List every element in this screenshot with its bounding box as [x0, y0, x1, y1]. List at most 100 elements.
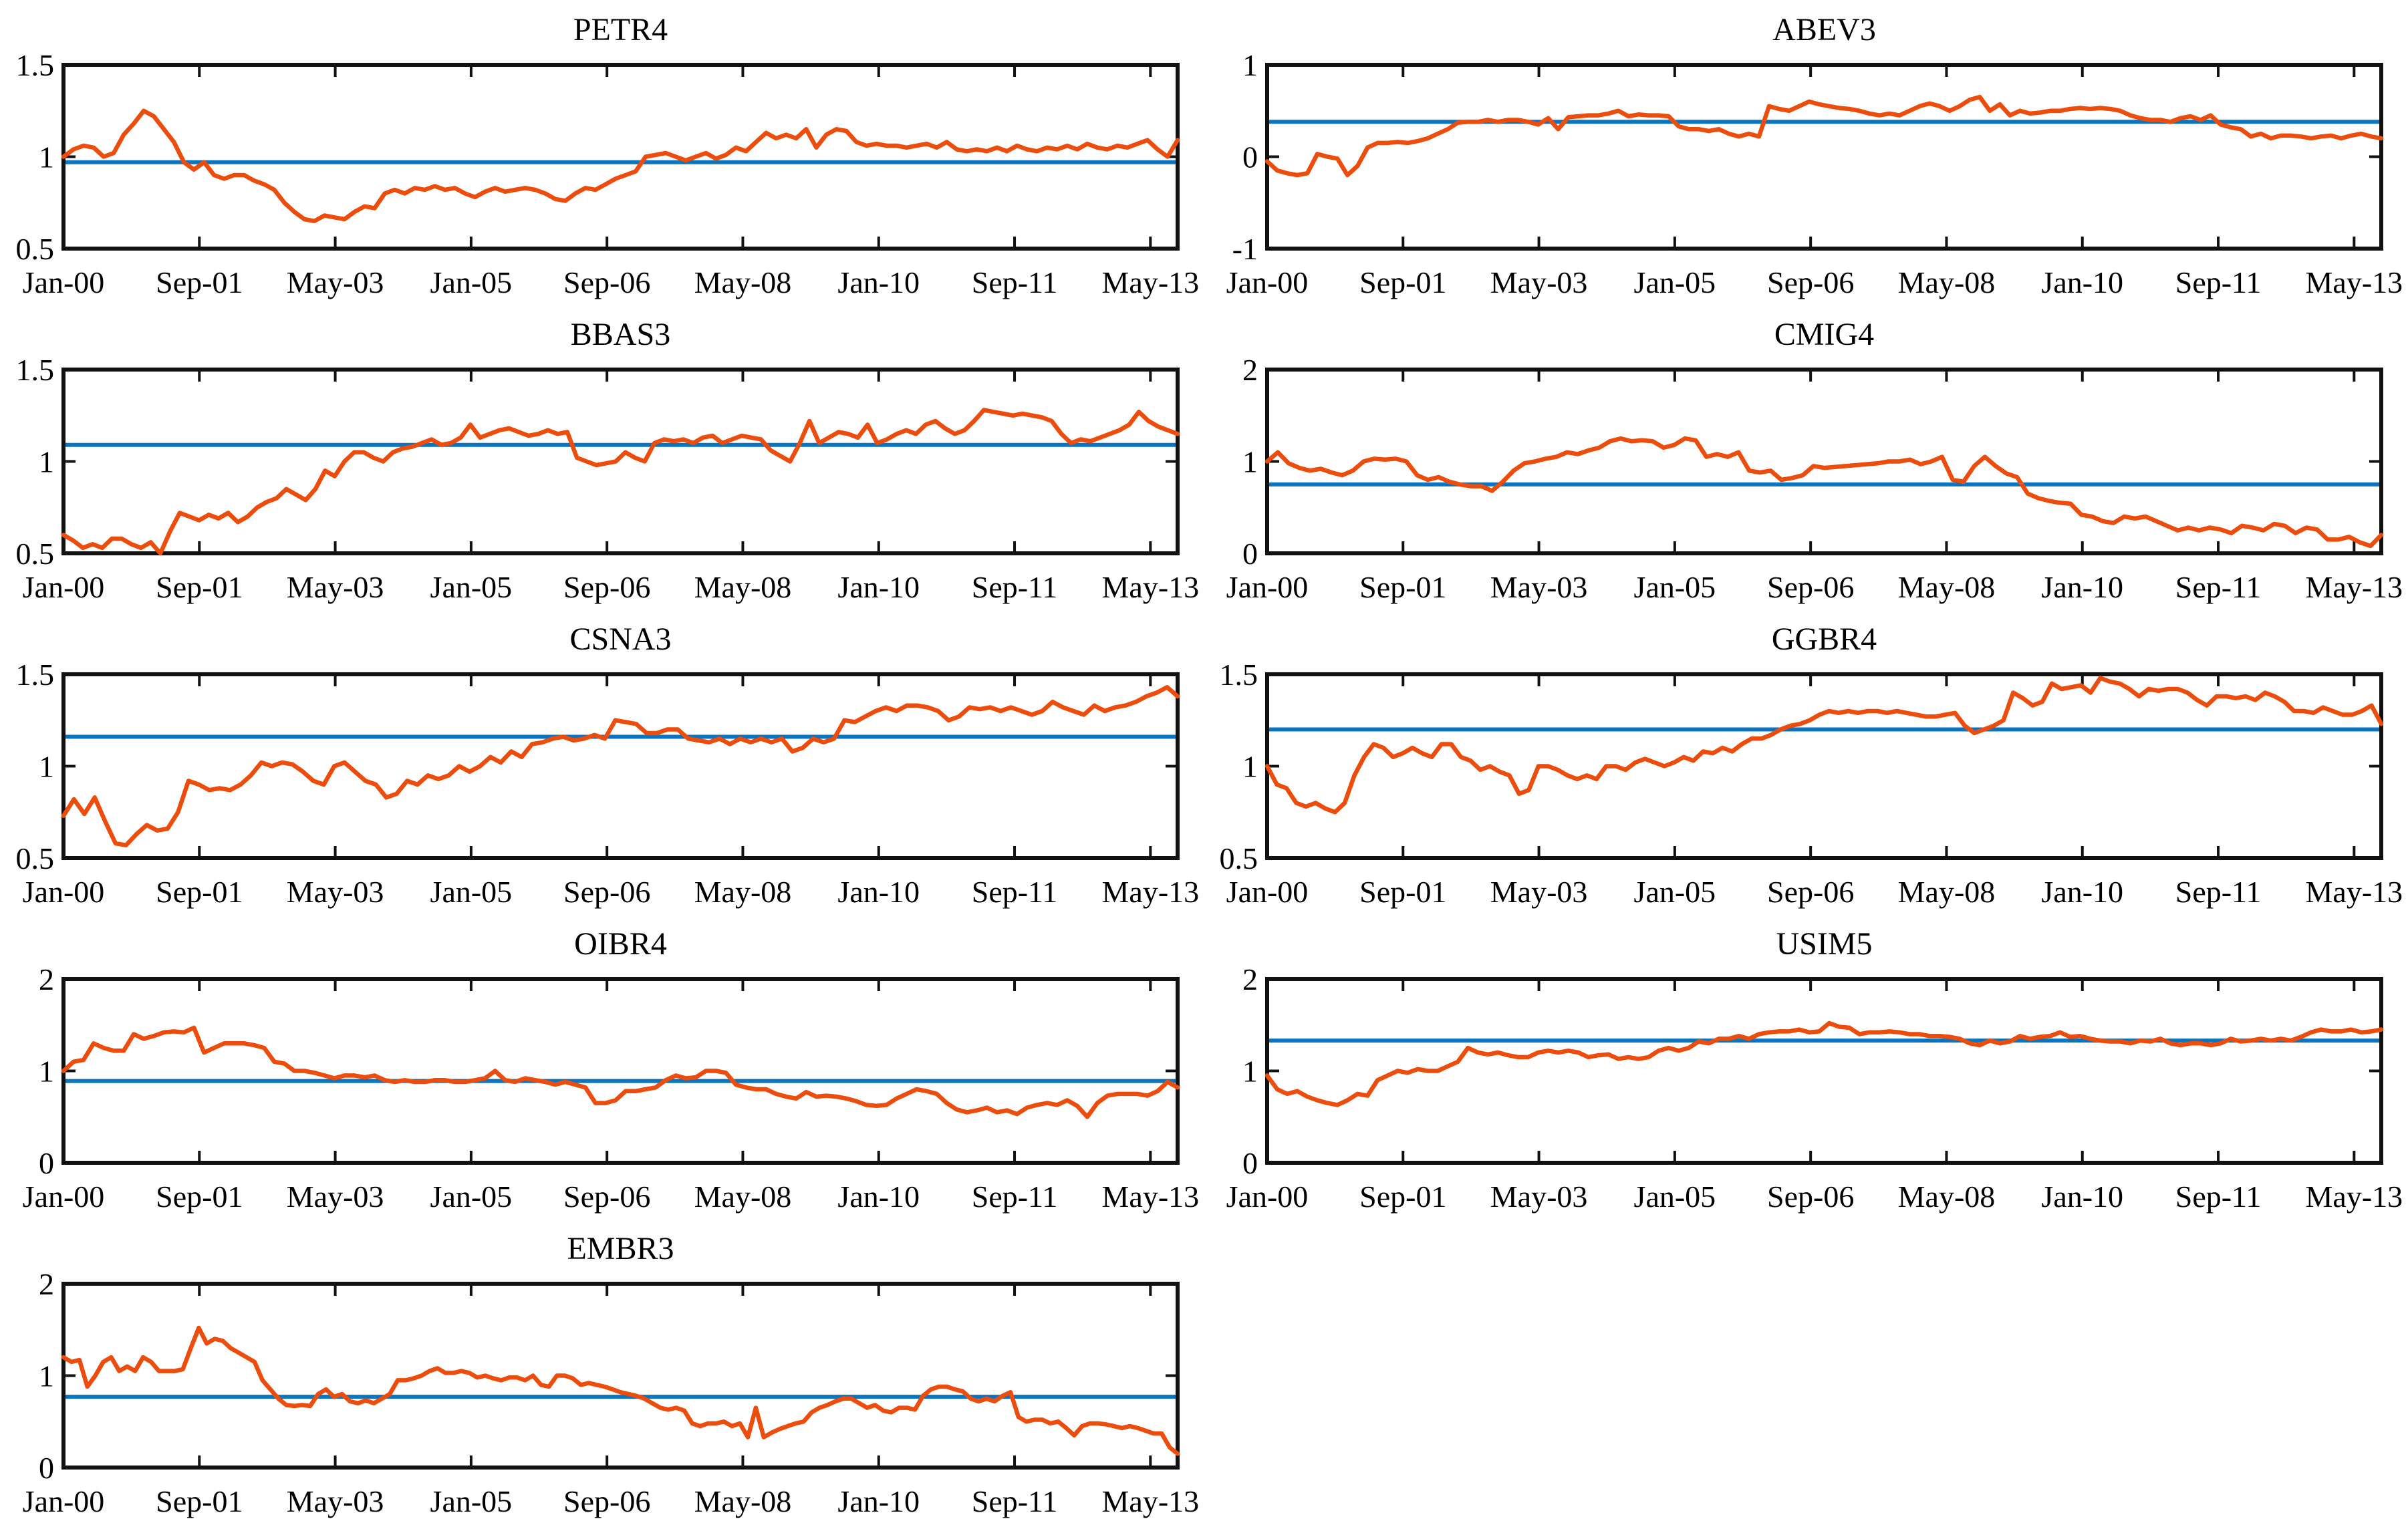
y-tick-label: 1: [39, 140, 54, 174]
y-tick-label: 2: [1242, 353, 1258, 387]
x-tick-label: Sep-06: [563, 570, 650, 604]
x-tick-label: Jan-00: [1226, 570, 1309, 604]
x-tick-label: Sep-06: [1767, 570, 1854, 604]
x-tick-label: May-03: [287, 570, 384, 604]
series-line: [1264, 1020, 2384, 1107]
chart-USIM5: USIM5 Jan-00 Sep-01 May-03 Jan-05 Sep-06 May-0…: [1226, 926, 2403, 1214]
chart-title: OIBR4: [574, 926, 667, 962]
y-tick-label: 1: [1242, 445, 1258, 479]
x-tick-label: Jan-00: [1226, 875, 1309, 909]
x-tick-label: Jan-05: [430, 265, 513, 299]
series-line: [61, 685, 1180, 848]
x-tick-label: Sep-11: [972, 1179, 1058, 1214]
x-tick-label: May-03: [287, 1484, 384, 1518]
y-tick-label: 1.5: [16, 48, 55, 82]
chart-BBAS3: BBAS3 Jan-00 Sep-01 May-03 Jan-05 Sep-06 May-0…: [16, 317, 1200, 604]
chart-title: ABEV3: [1772, 12, 1876, 47]
y-tick-label: 0: [39, 1146, 54, 1180]
y-tick-label: 2: [39, 1267, 54, 1301]
x-tick-label: Jan-10: [2041, 570, 2123, 604]
x-tick-label: Sep-06: [563, 875, 650, 909]
x-tick-label: Sep-06: [563, 1484, 650, 1518]
x-tick-label: Jan-10: [837, 265, 920, 299]
x-tick-label: May-08: [1898, 265, 1996, 299]
y-tick-label: -1: [1232, 232, 1258, 266]
x-tick-label: Sep-11: [972, 875, 1058, 909]
x-tick-label: Jan-00: [1226, 1179, 1309, 1214]
axis-box: [61, 63, 1180, 251]
x-tick-label: Jan-05: [1634, 1179, 1716, 1214]
axis-box: [61, 977, 1180, 1165]
x-tick-label: May-03: [287, 1179, 384, 1214]
chart-cell-CSNA3: CSNA3 Jan-00 Sep-01 May-03 Jan-05 Sep-06 May-0…: [0, 609, 1204, 914]
chart-cell-PETR4: PETR4 Jan-00 Sep-01 May-03 Jan-05 Sep-06 May-0…: [0, 0, 1204, 305]
axis-box: [61, 1282, 1180, 1470]
x-tick-label: Sep-11: [972, 265, 1058, 299]
x-tick-label: May-08: [694, 570, 792, 604]
x-tick-label: May-03: [1490, 1179, 1588, 1214]
x-tick-label: Sep-01: [156, 1179, 243, 1214]
chart-CSNA3: CSNA3 Jan-00 Sep-01 May-03 Jan-05 Sep-06 May-0…: [16, 621, 1200, 909]
x-tick-label: May-08: [694, 875, 792, 909]
y-tick-label: 1: [39, 1359, 54, 1393]
chart-ABEV3: ABEV3 Jan-00 Sep-01 May-03 Jan-05 Sep-06 May-0…: [1226, 12, 2403, 299]
y-tick-label: 0.5: [16, 537, 55, 571]
x-tick-label: May-08: [1898, 570, 1996, 604]
y-tick-label: 2: [39, 962, 54, 996]
y-tick-label: 1: [1242, 48, 1258, 82]
chart-PETR4: PETR4 Jan-00 Sep-01 May-03 Jan-05 Sep-06 May-0…: [16, 12, 1200, 299]
x-tick-label: Sep-11: [972, 1484, 1058, 1518]
chart-title: USIM5: [1776, 926, 1872, 962]
x-tick-label: Jan-10: [837, 1179, 920, 1214]
chart-title: PETR4: [573, 12, 668, 47]
chart-cell-ABEV3: ABEV3 Jan-00 Sep-01 May-03 Jan-05 Sep-06 May-0…: [1204, 0, 2408, 305]
x-tick-label: Sep-01: [1359, 1179, 1446, 1214]
y-tick-label: 1: [39, 750, 54, 784]
x-tick-label: Jan-05: [430, 1484, 513, 1518]
x-tick-label: Sep-06: [563, 1179, 650, 1214]
x-tick-label: Jan-10: [837, 1484, 920, 1518]
x-tick-label: Jan-05: [1634, 265, 1716, 299]
x-tick-label: Sep-01: [1359, 570, 1446, 604]
x-tick-label: Sep-11: [2175, 570, 2262, 604]
chart-cell-CMIG4: CMIG4 Jan-00 Sep-01 May-03 Jan-05 Sep-06 May-0…: [1204, 305, 2408, 609]
y-tick-label: 1.5: [16, 353, 55, 387]
x-tick-label: Sep-11: [2175, 875, 2262, 909]
x-tick-label: May-13: [1102, 265, 1200, 299]
chart-CMIG4: CMIG4 Jan-00 Sep-01 May-03 Jan-05 Sep-06 May-0…: [1226, 317, 2403, 604]
x-tick-label: Jan-10: [2041, 265, 2123, 299]
series-line: [61, 408, 1180, 556]
y-tick-label: 1: [39, 1055, 54, 1089]
x-tick-label: Jan-05: [1634, 875, 1716, 909]
x-tick-label: May-03: [1490, 875, 1588, 909]
chart-cell-BBAS3: BBAS3 Jan-00 Sep-01 May-03 Jan-05 Sep-06 May-0…: [0, 305, 1204, 609]
chart-OIBR4: OIBR4 Jan-00 Sep-01 May-03 Jan-05 Sep-06 May-0…: [23, 926, 1199, 1214]
x-tick-label: Sep-11: [2175, 265, 2262, 299]
x-tick-label: Sep-06: [1767, 265, 1854, 299]
x-tick-label: Sep-01: [156, 875, 243, 909]
x-tick-label: Sep-11: [2175, 1179, 2262, 1214]
x-tick-label: Sep-01: [1359, 875, 1446, 909]
chart-title: GGBR4: [1772, 621, 1877, 657]
y-tick-label: 1: [1242, 1055, 1258, 1089]
x-tick-label: Jan-00: [23, 1484, 105, 1518]
series-line: [61, 1025, 1180, 1119]
x-tick-label: May-08: [1898, 1179, 1996, 1214]
x-tick-label: May-08: [694, 1484, 792, 1518]
x-tick-label: Sep-01: [1359, 265, 1446, 299]
chart-cell-EMBR3: EMBR3 Jan-00 Sep-01 May-03 Jan-05 Sep-06 May-0…: [0, 1219, 1204, 1529]
series-line: [1264, 94, 2384, 178]
axis-box: [61, 368, 1180, 555]
y-tick-label: 2: [1242, 962, 1258, 996]
x-tick-label: Sep-11: [972, 570, 1058, 604]
y-tick-label: 1.5: [16, 658, 55, 692]
y-tick-label: 0.5: [1220, 841, 1258, 875]
axis-box: [61, 672, 1180, 860]
chart-EMBR3: EMBR3 Jan-00 Sep-01 May-03 Jan-05 Sep-06 May-0…: [23, 1231, 1199, 1518]
x-tick-label: May-03: [287, 875, 384, 909]
axis-box: [1265, 672, 2383, 860]
chart-title: EMBR3: [567, 1231, 674, 1266]
x-tick-label: Jan-00: [23, 265, 105, 299]
x-tick-label: May-08: [1898, 875, 1996, 909]
